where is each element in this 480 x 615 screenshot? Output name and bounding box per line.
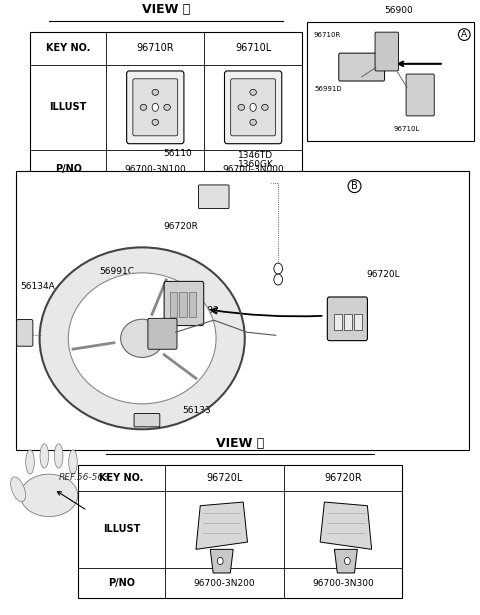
- Text: 96700-3N200: 96700-3N200: [194, 579, 255, 588]
- Ellipse shape: [120, 319, 164, 357]
- Text: 96700-3N300: 96700-3N300: [312, 579, 374, 588]
- Text: 56133: 56133: [183, 406, 212, 415]
- Bar: [180, 292, 187, 317]
- Text: 96710L: 96710L: [394, 126, 420, 132]
- Bar: [344, 314, 352, 330]
- Text: 96710R: 96710R: [314, 31, 341, 38]
- Text: 56991D: 56991D: [314, 86, 342, 92]
- Text: KEY NO.: KEY NO.: [99, 473, 144, 483]
- Circle shape: [152, 103, 158, 111]
- Bar: [307, 22, 474, 141]
- Text: A: A: [461, 30, 468, 39]
- Text: 56900: 56900: [384, 6, 413, 15]
- Text: 1360GK: 1360GK: [238, 159, 274, 169]
- Text: ILLUST: ILLUST: [103, 525, 140, 534]
- Text: B: B: [351, 181, 358, 191]
- FancyBboxPatch shape: [327, 297, 367, 341]
- Ellipse shape: [238, 105, 245, 110]
- Text: P/NO: P/NO: [55, 164, 82, 175]
- Bar: [354, 314, 362, 330]
- Ellipse shape: [69, 450, 77, 474]
- Circle shape: [217, 557, 223, 565]
- Text: 56182: 56182: [190, 306, 218, 315]
- FancyBboxPatch shape: [148, 319, 177, 349]
- Ellipse shape: [152, 89, 158, 95]
- Text: 96700-3N000: 96700-3N000: [222, 165, 284, 174]
- Polygon shape: [320, 502, 372, 549]
- Circle shape: [345, 557, 350, 565]
- FancyBboxPatch shape: [133, 79, 178, 136]
- Circle shape: [250, 103, 256, 111]
- Circle shape: [274, 263, 282, 274]
- Text: VIEW Ⓐ: VIEW Ⓐ: [142, 3, 190, 17]
- Bar: [189, 292, 196, 317]
- FancyBboxPatch shape: [231, 79, 276, 136]
- Text: 96710R: 96710R: [136, 43, 174, 54]
- Text: P/NO: P/NO: [108, 578, 135, 589]
- Circle shape: [274, 274, 282, 285]
- FancyBboxPatch shape: [134, 413, 160, 427]
- FancyBboxPatch shape: [225, 71, 282, 144]
- Text: 96720L: 96720L: [366, 270, 400, 279]
- FancyBboxPatch shape: [375, 32, 398, 71]
- Text: 96720L: 96720L: [206, 473, 243, 483]
- Text: 96720R: 96720R: [164, 222, 199, 231]
- Ellipse shape: [262, 105, 268, 110]
- Text: KEY NO.: KEY NO.: [46, 43, 90, 54]
- Text: REF.56-563: REF.56-563: [59, 473, 109, 482]
- Text: VIEW Ⓑ: VIEW Ⓑ: [216, 437, 264, 450]
- Bar: [170, 292, 177, 317]
- FancyBboxPatch shape: [127, 71, 184, 144]
- Text: 56134A: 56134A: [21, 282, 55, 292]
- Ellipse shape: [68, 273, 216, 404]
- Ellipse shape: [250, 119, 256, 125]
- Polygon shape: [210, 549, 233, 573]
- Bar: [16, 171, 469, 450]
- Ellipse shape: [152, 119, 158, 125]
- Bar: [30, 31, 302, 189]
- Ellipse shape: [54, 444, 63, 468]
- Text: 56110: 56110: [164, 149, 192, 157]
- Ellipse shape: [39, 247, 245, 429]
- Text: 1346TD: 1346TD: [238, 151, 273, 160]
- Text: 96710L: 96710L: [235, 43, 271, 54]
- FancyBboxPatch shape: [17, 320, 33, 346]
- Ellipse shape: [11, 477, 25, 502]
- Ellipse shape: [164, 105, 170, 110]
- Polygon shape: [196, 502, 248, 549]
- Ellipse shape: [40, 444, 48, 468]
- Bar: [334, 314, 342, 330]
- Text: 96720R: 96720R: [324, 473, 362, 483]
- Bar: [78, 465, 402, 598]
- Text: ILLUST: ILLUST: [49, 102, 87, 113]
- FancyBboxPatch shape: [339, 53, 384, 81]
- Polygon shape: [335, 549, 357, 573]
- FancyBboxPatch shape: [164, 281, 204, 325]
- Ellipse shape: [140, 105, 147, 110]
- Ellipse shape: [26, 450, 34, 474]
- FancyBboxPatch shape: [406, 74, 434, 116]
- Ellipse shape: [250, 89, 256, 95]
- Polygon shape: [80, 266, 214, 405]
- Ellipse shape: [21, 474, 78, 517]
- Text: 56991C: 56991C: [99, 267, 134, 276]
- FancyBboxPatch shape: [199, 185, 229, 208]
- Text: 96700-3N100: 96700-3N100: [124, 165, 186, 174]
